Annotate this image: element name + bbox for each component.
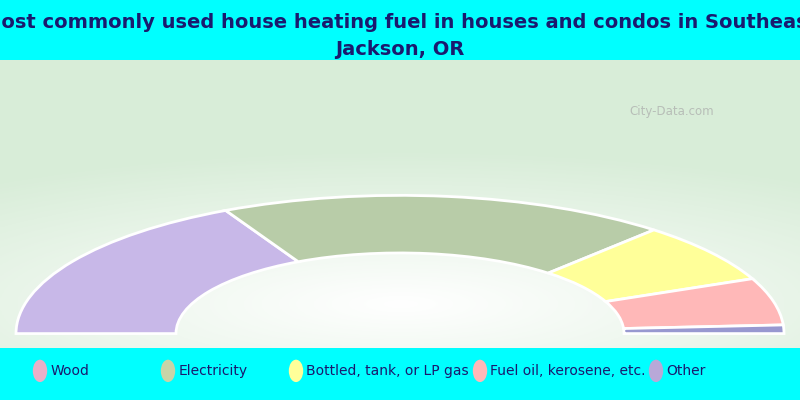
Ellipse shape — [649, 360, 663, 382]
Ellipse shape — [289, 360, 303, 382]
Wedge shape — [16, 210, 298, 334]
Text: City-Data.com: City-Data.com — [630, 105, 714, 118]
Wedge shape — [623, 325, 784, 334]
Text: Bottled, tank, or LP gas: Bottled, tank, or LP gas — [306, 364, 469, 378]
Text: Electricity: Electricity — [178, 364, 247, 378]
Text: Fuel oil, kerosene, etc.: Fuel oil, kerosene, etc. — [490, 364, 646, 378]
Ellipse shape — [473, 360, 487, 382]
Text: Most commonly used house heating fuel in houses and condos in Southeast
Jackson,: Most commonly used house heating fuel in… — [0, 13, 800, 59]
Wedge shape — [606, 279, 783, 328]
Ellipse shape — [161, 360, 175, 382]
Wedge shape — [548, 230, 753, 302]
Text: Wood: Wood — [50, 364, 90, 378]
Wedge shape — [226, 195, 654, 273]
Ellipse shape — [33, 360, 47, 382]
Text: Other: Other — [666, 364, 706, 378]
